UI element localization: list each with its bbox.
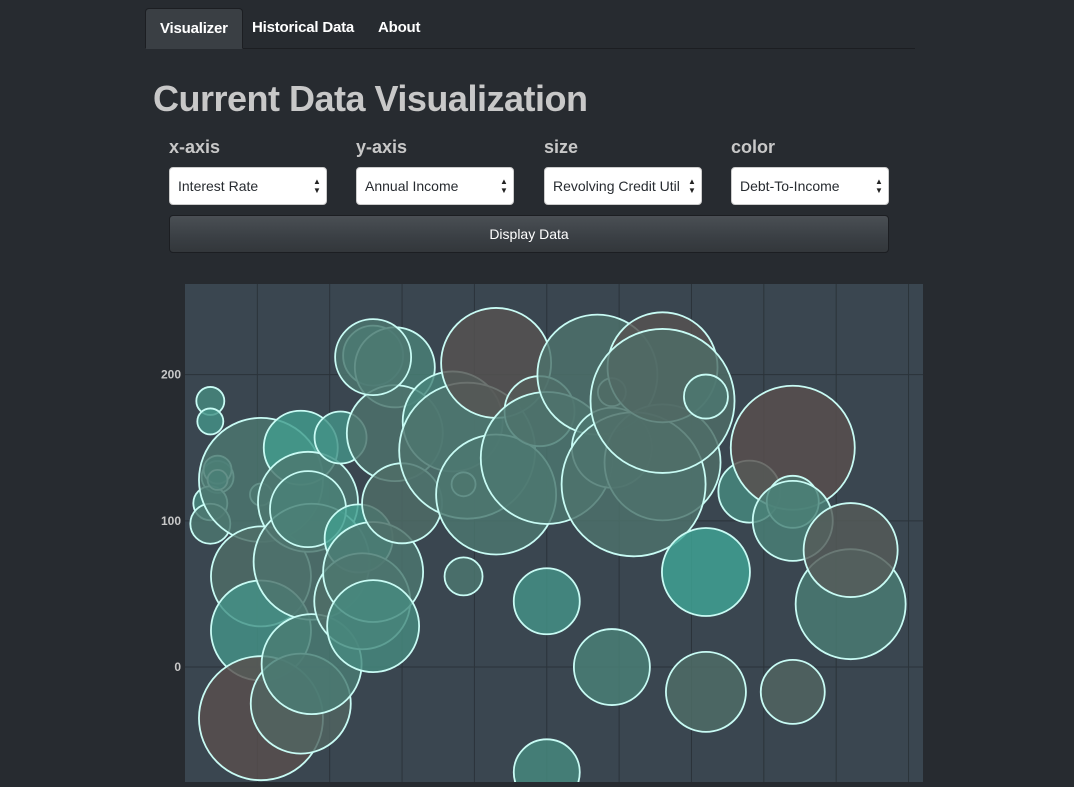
tab-historical-data[interactable]: Historical Data [252, 19, 355, 36]
data-bubble[interactable] [661, 527, 751, 617]
data-bubble[interactable] [683, 373, 729, 420]
nav-tabs: Visualizer Historical Data About [145, 8, 915, 49]
select-arrows-icon: ▲ ▼ [499, 177, 509, 195]
select-arrows-icon: ▲ ▼ [687, 177, 697, 195]
y-axis-select[interactable]: Annual Income ▲ ▼ [356, 167, 514, 205]
data-bubble[interactable] [759, 658, 826, 725]
select-arrows-icon: ▲ ▼ [874, 177, 884, 195]
tab-about[interactable]: About [378, 19, 421, 36]
color-select-value: Debt-To-Income [740, 178, 840, 194]
data-bubble[interactable] [589, 328, 736, 474]
data-bubble[interactable] [326, 579, 421, 674]
data-bubble[interactable] [334, 318, 413, 396]
select-arrows-icon: ▲ ▼ [312, 177, 322, 195]
bubble-chart: 0 100 200 [150, 282, 940, 787]
x-axis-select-value: Interest Rate [178, 178, 259, 194]
data-bubble[interactable] [196, 407, 225, 436]
size-label: size [544, 137, 579, 157]
data-bubble[interactable] [665, 650, 747, 733]
size-select-value: Revolving Credit Utilization [553, 178, 679, 194]
y-axis-label: y-axis [356, 137, 408, 157]
bubbles-group [189, 307, 907, 787]
bubble-chart-svg: 0 100 200 [161, 284, 923, 787]
x-axis-label: x-axis [169, 137, 221, 157]
color-label: color [731, 137, 776, 157]
y-axis-select-value: Annual Income [365, 178, 459, 194]
y-tick-label: 0 [174, 660, 181, 674]
color-select[interactable]: Debt-To-Income ▲ ▼ [731, 167, 889, 205]
y-tick-label: 200 [161, 368, 181, 382]
page-title: Current Data Visualization [153, 78, 588, 119]
data-bubble[interactable] [443, 556, 484, 597]
data-bubble[interactable] [802, 502, 899, 598]
size-select[interactable]: Revolving Credit Utilization ▲▼ [544, 167, 702, 205]
tab-visualizer[interactable]: Visualizer [145, 8, 243, 49]
data-bubble[interactable] [512, 738, 581, 787]
data-bubble[interactable] [572, 628, 651, 706]
x-axis-select[interactable]: Interest Rate ▲ ▼ [169, 167, 327, 205]
data-bubble[interactable] [512, 567, 581, 636]
display-data-button[interactable]: Display Data [169, 215, 889, 253]
y-tick-label: 100 [161, 514, 181, 528]
